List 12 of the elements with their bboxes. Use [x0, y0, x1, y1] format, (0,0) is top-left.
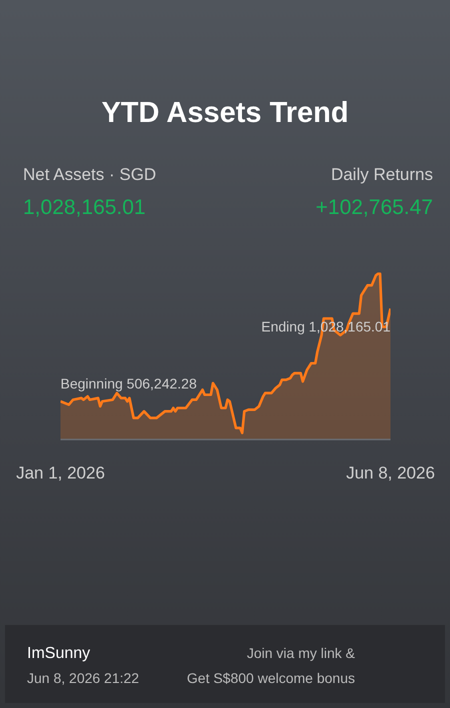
- text: Jun 8, 2026 21:22: [27, 669, 140, 688]
- text: +102,765.47: [316, 195, 433, 221]
- text: ImSunny: [27, 644, 90, 664]
- chart-title: YTD Assets Trend: [100, 96, 350, 131]
- text: Net Assets · SGD: [23, 164, 156, 186]
- text: Daily Returns: [330, 164, 433, 186]
- text: 1,028,165.01: [23, 195, 146, 221]
- text: Get S$800 welcome bonus: [186, 669, 355, 688]
- x-tick-label: Jan 1, 2026: [16, 464, 105, 482]
- x-tick-label: Jun 8, 2026: [346, 464, 435, 482]
- text: Join via my link &: [246, 644, 355, 663]
- annotation: Beginning 506,242.28: [60, 375, 197, 392]
